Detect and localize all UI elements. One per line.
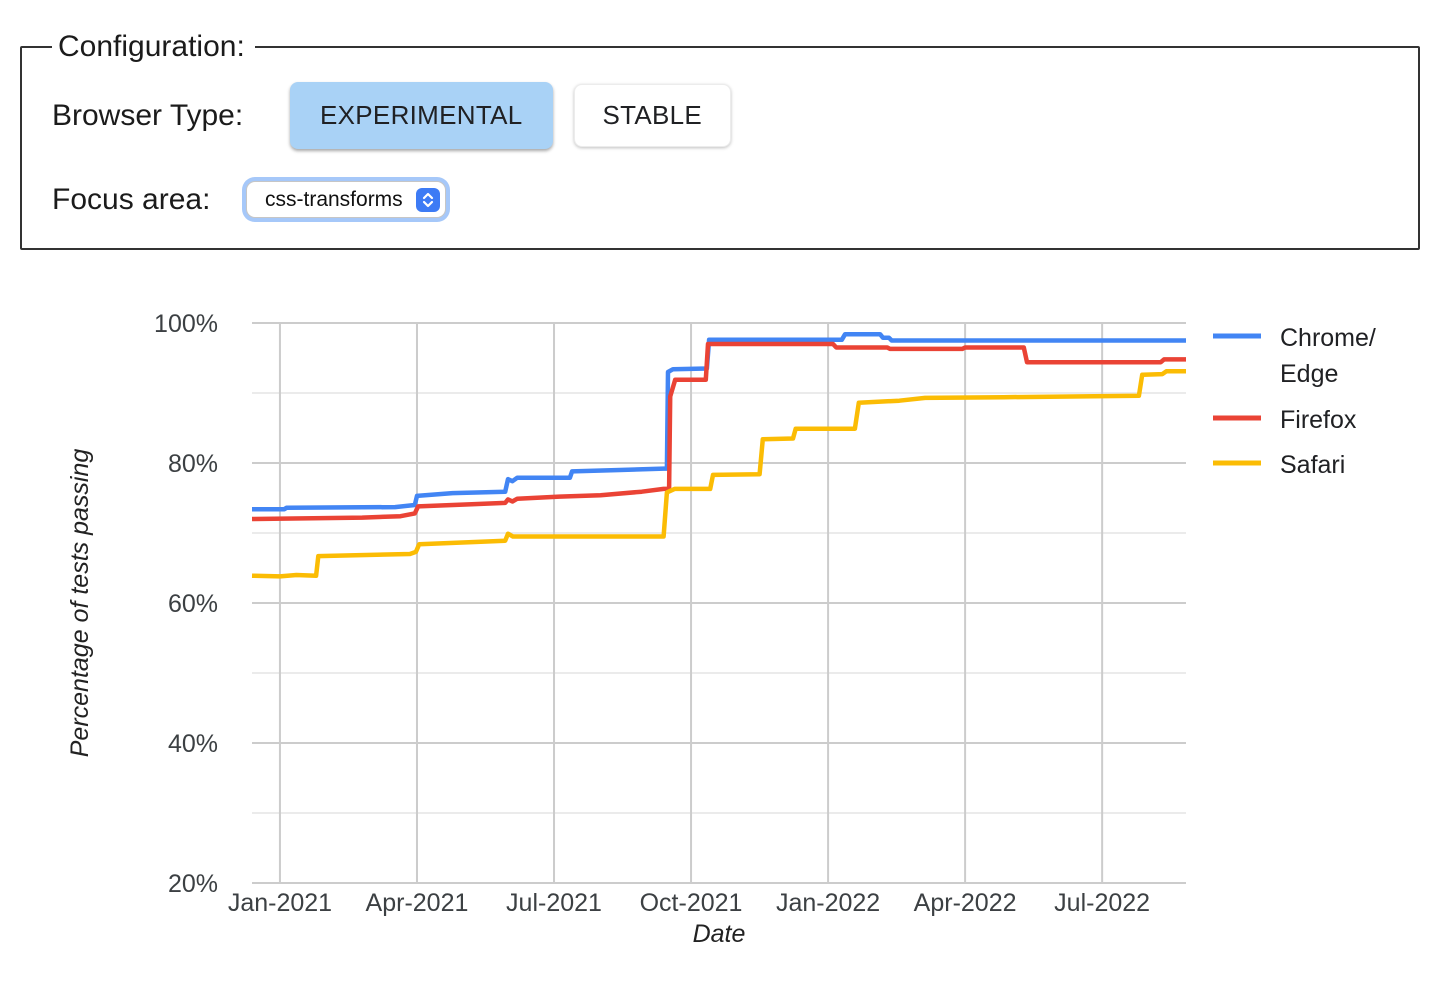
legend-label-safari: Safari <box>1280 451 1345 479</box>
browser-type-row: Browser Type: EXPERIMENTAL STABLE <box>52 82 1390 149</box>
configuration-legend: Configuration: <box>58 30 245 63</box>
legend-label-chrome-edge: Edge <box>1280 360 1338 388</box>
x-tick-label: Jul-2021 <box>506 889 602 917</box>
up-down-chevrons-icon <box>422 192 433 207</box>
test-results-chart: 100% 80% 60% 40% 20% Jan-2021 Apr-2021 Jul-2021… <box>0 280 1440 968</box>
experimental-button[interactable]: EXPERIMENTAL <box>290 82 553 149</box>
x-tick-label: Jan-2022 <box>776 889 880 917</box>
x-tick-label: Jan-2021 <box>228 889 332 917</box>
chart-line-chrome-edge[interactable] <box>252 331 1186 512</box>
chart-line-firefox[interactable] <box>251 341 1186 522</box>
y-tick-label: 100% <box>154 310 218 338</box>
y-tick-label: 40% <box>168 730 218 758</box>
x-tick-label: Apr-2022 <box>914 889 1017 917</box>
y-tick-label: 20% <box>168 870 218 898</box>
focus-area-row: Focus area: css-transforms <box>52 181 1390 218</box>
x-axis-title: Date <box>693 920 746 948</box>
x-tick-label: Apr-2021 <box>366 889 469 917</box>
focus-area-label: Focus area: <box>52 182 211 216</box>
chart-canvas: 100% 80% 60% 40% 20% Jan-2021 Apr-2021 Jul-2021… <box>66 310 1376 948</box>
configuration-fieldset: Configuration: Browser Type: EXPERIMENTA… <box>20 30 1420 250</box>
legend-label-chrome-edge: Chrome/ <box>1280 324 1376 352</box>
browser-type-label: Browser Type: <box>52 98 244 132</box>
stable-button[interactable]: STABLE <box>573 84 732 147</box>
legend-label-firefox: Firefox <box>1280 406 1357 434</box>
y-tick-label: 60% <box>168 590 218 618</box>
x-tick-label: Jul-2022 <box>1054 889 1150 917</box>
focus-area-selected-value: css-transforms <box>265 187 403 211</box>
y-axis-title: Percentage of tests passing <box>66 449 94 758</box>
focus-area-select[interactable]: css-transforms <box>246 181 446 218</box>
x-tick-label: Oct-2021 <box>640 889 743 917</box>
chart-line-safari[interactable] <box>251 369 1186 579</box>
y-tick-label: 80% <box>168 450 218 478</box>
select-stepper-icon <box>415 187 440 212</box>
